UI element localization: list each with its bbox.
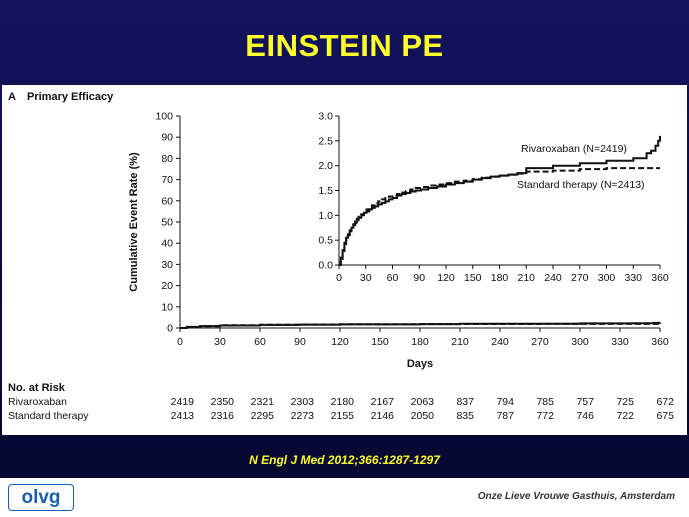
risk-cell: 837	[456, 396, 474, 408]
risk-cell: 2146	[371, 410, 395, 422]
risk-cell: 2063	[411, 396, 435, 408]
x-tick-label: 240	[491, 336, 509, 348]
inset-x-tick-label: 300	[598, 272, 616, 284]
inset-series-standard-therapy	[339, 167, 660, 266]
risk-cell: 2180	[331, 396, 355, 408]
inset-x-tick-label: 240	[544, 272, 562, 284]
olvg-logo: olvg	[8, 484, 74, 511]
risk-cell: 2316	[211, 410, 235, 422]
y-tick-label: 10	[161, 301, 173, 313]
x-tick-label: 360	[651, 336, 669, 348]
inset-series-rivaroxaban	[339, 135, 661, 266]
inset-x-tick-label: 180	[491, 272, 509, 284]
x-tick-label: 210	[451, 336, 469, 348]
inset-y-tick-label: 1.0	[318, 210, 333, 222]
citation: N Engl J Med 2012;366:1287-1297	[249, 453, 440, 467]
risk-row-label: Rivaroxaban	[8, 396, 67, 408]
inset-x-tick-label: 90	[413, 272, 425, 284]
risk-cell: 2050	[411, 410, 435, 422]
inset-x-tick-label: 150	[464, 272, 482, 284]
risk-cell: 794	[496, 396, 514, 408]
risk-cell: 2295	[251, 410, 275, 422]
institution-name: Onze Lieve Vrouwe Gasthuis, Amsterdam	[477, 491, 675, 502]
risk-cell: 835	[456, 410, 474, 422]
y-tick-label: 40	[161, 238, 173, 250]
x-tick-label: 300	[571, 336, 589, 348]
risk-cell: 2413	[171, 410, 195, 422]
inset-y-tick-label: 2.0	[318, 160, 333, 172]
x-tick-label: 180	[411, 336, 429, 348]
chart-panel: A Primary Efficacy 0 10 20 30 40 50 60 70 80 90 10…	[2, 85, 687, 435]
inset-x-tick-label: 30	[360, 272, 372, 284]
inset-x-tick-label: 0	[336, 272, 342, 284]
y-tick-label: 0	[167, 323, 173, 335]
y-tick-label: 60	[161, 195, 173, 207]
x-tick-label: 270	[531, 336, 549, 348]
risk-cell: 2419	[171, 396, 195, 408]
x-tick-label: 150	[371, 336, 389, 348]
risk-cell: 2167	[371, 396, 395, 408]
chart-title: Primary Efficacy	[27, 91, 114, 103]
footer-bar: olvg Onze Lieve Vrouwe Gasthuis, Amsterd…	[0, 478, 689, 517]
x-tick-label: 90	[294, 336, 306, 348]
inset-y-tick-label: 1.5	[318, 185, 333, 197]
risk-row-label: Standard therapy	[8, 410, 89, 422]
y-tick-label: 20	[161, 280, 173, 292]
legend-rivaroxaban: Rivaroxaban (N=2419)	[521, 143, 627, 155]
inset-axes: 0.0 0.5 1.0 1.5 2.0 2.5 3.0 0 30 60 90 120 150 180 210…	[318, 111, 669, 285]
inset-x-tick-label: 60	[387, 272, 399, 284]
inset-x-tick-label: 270	[571, 272, 589, 284]
y-tick-label: 80	[161, 153, 173, 165]
panel-label: A	[8, 91, 16, 103]
risk-cell: 2273	[291, 410, 315, 422]
risk-table: No. at Risk Rivaroxaban 2419 2350 2321 2303 2…	[8, 382, 674, 422]
x-tick-label: 60	[254, 336, 266, 348]
risk-cell: 2350	[211, 396, 235, 408]
risk-cell: 675	[656, 410, 674, 422]
x-tick-label: 330	[611, 336, 629, 348]
risk-cell: 757	[576, 396, 594, 408]
risk-cell: 746	[576, 410, 594, 422]
inset-y-tick-label: 2.5	[318, 135, 333, 147]
y-tick-label: 70	[161, 174, 173, 186]
x-tick-label: 120	[331, 336, 349, 348]
inset-x-tick-label: 210	[517, 272, 535, 284]
risk-cell: 672	[656, 396, 674, 408]
inset-x-tick-label: 330	[624, 272, 642, 284]
x-tick-label: 30	[214, 336, 226, 348]
x-axis-label: Days	[407, 358, 433, 370]
primary-efficacy-chart: A Primary Efficacy 0 10 20 30 40 50 60 70 80 90 10…	[8, 91, 674, 422]
main-axes: 0 10 20 30 40 50 60 70 80 90 100 0 30 60 90 120 150 180 21…	[128, 111, 669, 371]
y-tick-label: 90	[161, 132, 173, 144]
slide-title: EINSTEIN PE	[245, 28, 444, 63]
risk-cell: 725	[616, 396, 634, 408]
inset-y-tick-label: 0.5	[318, 235, 333, 247]
inset-x-tick-label: 120	[437, 272, 455, 284]
x-tick-label: 0	[177, 336, 183, 348]
risk-cell: 2303	[291, 396, 315, 408]
inset-x-tick-label: 360	[651, 272, 669, 284]
risk-table-header: No. at Risk	[8, 382, 66, 394]
risk-cell: 722	[616, 410, 634, 422]
inset-y-tick-label: 3.0	[318, 111, 333, 123]
risk-cell: 2321	[251, 396, 275, 408]
y-tick-label: 100	[155, 111, 173, 123]
y-tick-label: 30	[161, 259, 173, 271]
inset-y-tick-label: 0.0	[318, 260, 333, 272]
risk-cell: 787	[496, 410, 514, 422]
risk-cell: 772	[536, 410, 554, 422]
main-series-standard-therapy	[180, 322, 660, 329]
risk-cell: 785	[536, 396, 554, 408]
legend-standard-therapy: Standard therapy (N=2413)	[517, 179, 645, 191]
y-tick-label: 50	[161, 217, 173, 229]
y-axis-label: Cumulative Event Rate (%)	[128, 152, 140, 292]
risk-cell: 2155	[331, 410, 355, 422]
